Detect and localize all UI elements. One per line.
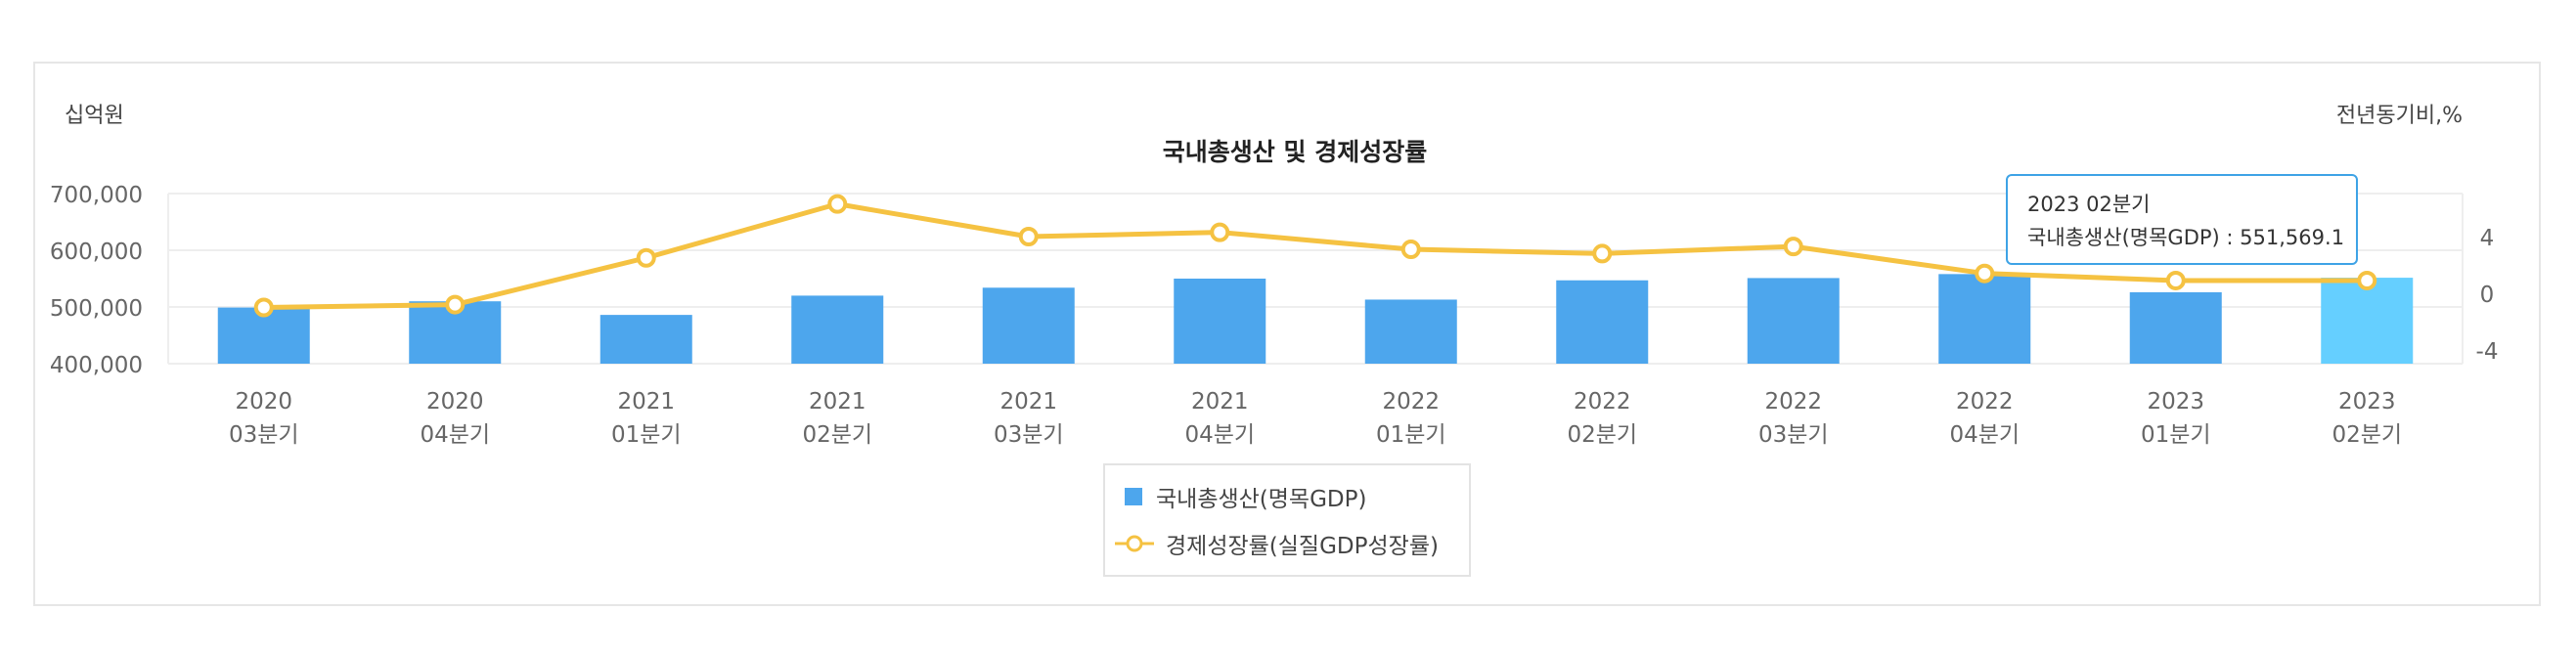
x-tick-label-quarter: 01분기 <box>611 422 682 448</box>
growth-rate-point[interactable] <box>253 297 274 318</box>
y-left-tick-label: 400,000 <box>50 353 143 378</box>
x-tick-label-quarter: 01분기 <box>2141 422 2211 448</box>
bar-gdp[interactable] <box>982 287 1075 364</box>
growth-rate-point[interactable] <box>1975 263 1995 284</box>
x-tick-label-year: 2021 <box>999 389 1057 415</box>
x-tick-label-quarter: 02분기 <box>2332 422 2402 448</box>
tooltip-value: 551,569.1 <box>2240 226 2345 249</box>
x-tick-label-year: 2023 <box>2147 389 2204 415</box>
chart-container <box>33 62 2541 606</box>
y-left-tick-label: 500,000 <box>50 296 143 322</box>
x-tick-label-year: 2021 <box>617 389 675 415</box>
legend-bar-swatch <box>1125 488 1142 505</box>
y-right-tick-label: -4 <box>2476 339 2499 365</box>
x-tick-label-quarter: 04분기 <box>420 422 490 448</box>
tooltip-period: 2023 02분기 <box>2027 193 2151 216</box>
growth-rate-point[interactable] <box>2357 270 2377 290</box>
chart-tooltip: 2023 02분기 국내총생산(명목GDP) : 551,569.1 <box>2006 174 2358 265</box>
x-tick-label-year: 2023 <box>2338 389 2396 415</box>
legend-label-growth: 경제성장률(실질GDP성장률) <box>1166 534 1439 559</box>
growth-rate-point[interactable] <box>636 247 656 268</box>
bar-gdp[interactable] <box>1174 279 1266 364</box>
bar-gdp[interactable] <box>2129 291 2222 364</box>
tooltip-series-name: 국내총생산(명목GDP) <box>2027 226 2220 249</box>
x-tick-label-year: 2020 <box>235 389 292 415</box>
x-tick-label-year: 2021 <box>1191 389 1249 415</box>
y-left-tick-label: 600,000 <box>50 240 143 265</box>
growth-rate-point[interactable] <box>827 194 848 214</box>
bar-gdp[interactable] <box>791 295 884 364</box>
line-series <box>263 201 2368 310</box>
y-axis-right-unit: 전년동기비,% <box>2335 104 2463 128</box>
chart-title: 국내총생산 및 경제성장률 <box>1163 138 1427 166</box>
x-tick-label-year: 2022 <box>1956 389 2014 415</box>
growth-rate-point[interactable] <box>445 294 466 315</box>
growth-rate-point[interactable] <box>1783 237 1803 257</box>
bar-gdp[interactable] <box>1364 299 1457 364</box>
y-axis-right-ticks: 4 0 -4 <box>2476 226 2499 365</box>
y-left-tick-label: 700,000 <box>50 183 143 208</box>
x-tick-label-year: 2022 <box>1574 389 1631 415</box>
y-right-tick-label: 0 <box>2480 283 2495 308</box>
x-tick-label-quarter: 03분기 <box>1758 422 1829 448</box>
x-tick-label-quarter: 03분기 <box>229 422 299 448</box>
x-tick-label-year: 2020 <box>426 389 484 415</box>
growth-rate-point[interactable] <box>1210 222 1230 242</box>
tooltip-value-row: 국내총생산(명목GDP) : 551,569.1 <box>2027 226 2345 249</box>
x-tick-label-quarter: 04분기 <box>1184 422 1255 448</box>
bar-gdp[interactable] <box>2321 278 2414 364</box>
line-points <box>253 194 2377 318</box>
bar-gdp[interactable] <box>1556 280 1649 364</box>
growth-rate-point[interactable] <box>1592 243 1613 264</box>
legend-line-marker-icon <box>1115 535 1154 552</box>
x-tick-label-year: 2022 <box>1764 389 1822 415</box>
y-axis-left-ticks: 700,000 600,000 500,000 400,000 <box>50 183 143 378</box>
x-tick-label-year: 2022 <box>1382 389 1440 415</box>
chart-legend: 국내총생산(명목GDP) 경제성장률(실질GDP성장률) <box>1103 463 1471 577</box>
bar-gdp[interactable] <box>1938 274 2031 364</box>
x-tick-label-quarter: 04분기 <box>1949 422 2020 448</box>
bar-gdp[interactable] <box>1747 278 1840 364</box>
x-axis-labels: 2020 03분기 2020 04분기 2021 01분기 2021 02분기 2021 03분기… <box>229 389 2402 448</box>
growth-rate-point[interactable] <box>1018 227 1039 246</box>
legend-item-gdp[interactable]: 국내총생산(명목GDP) <box>1115 477 1366 516</box>
y-right-tick-label: 4 <box>2480 226 2495 251</box>
x-tick-label-quarter: 02분기 <box>1567 422 1637 448</box>
x-tick-label-year: 2021 <box>809 389 866 415</box>
x-tick-label-quarter: 03분기 <box>994 422 1064 448</box>
x-tick-label-quarter: 02분기 <box>802 422 872 448</box>
bar-series <box>217 274 2414 364</box>
bar-gdp[interactable] <box>600 315 692 364</box>
x-tick-label-quarter: 01분기 <box>1376 422 1446 448</box>
growth-rate-line <box>263 201 2368 310</box>
legend-label-gdp: 국내총생산(명목GDP) <box>1156 487 1367 512</box>
legend-item-growth[interactable]: 경제성장률(실질GDP성장률) <box>1115 524 1439 563</box>
growth-rate-point[interactable] <box>1400 240 1421 260</box>
y-axis-left-unit: 십억원 <box>65 104 124 128</box>
growth-rate-point[interactable] <box>2165 270 2186 290</box>
